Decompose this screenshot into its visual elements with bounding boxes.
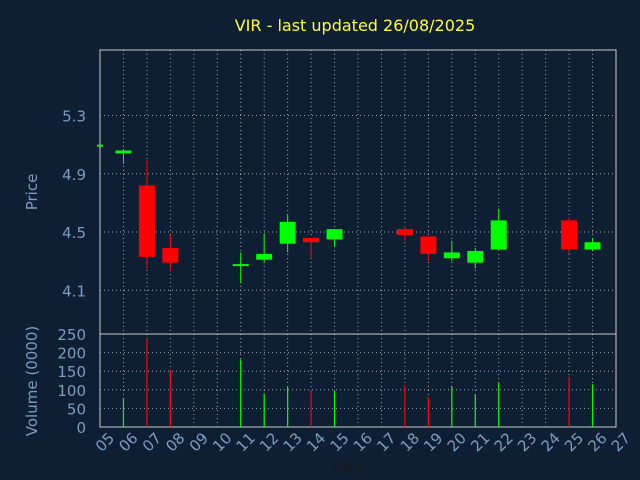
volume-tick-label: 50 xyxy=(67,400,86,418)
price-tick-label: 4.1 xyxy=(62,282,86,300)
candle-day-8 xyxy=(162,234,179,272)
candle-body xyxy=(490,220,507,250)
candle-body xyxy=(138,185,155,257)
candle-day-5 xyxy=(97,144,103,147)
candle-day-19 xyxy=(420,236,437,262)
candle-body xyxy=(467,250,484,263)
price-tick-label: 4.9 xyxy=(62,166,86,184)
x-axis-label: Day xyxy=(333,458,363,476)
candle-body xyxy=(97,144,103,147)
candle-day-18 xyxy=(396,226,413,241)
price-tick-label: 4.5 xyxy=(62,224,86,242)
candle-day-21 xyxy=(467,248,484,269)
candle-body xyxy=(279,221,296,244)
candle-day-22 xyxy=(490,208,507,250)
candle-body xyxy=(162,248,179,263)
candle-body xyxy=(232,264,249,267)
candle-day-14 xyxy=(303,237,320,259)
candle-day-20 xyxy=(443,240,460,262)
candle-body xyxy=(561,220,578,250)
price-axis-label: Price xyxy=(23,174,41,211)
candle-day-15 xyxy=(326,229,343,247)
candle-body xyxy=(303,237,320,243)
volume-tick-label: 150 xyxy=(57,363,86,381)
price-tick-label: 5.3 xyxy=(62,108,86,126)
candle-day-7 xyxy=(138,160,155,269)
candle-body xyxy=(396,229,413,235)
volume-tick-label: 100 xyxy=(57,382,86,400)
price-panel: 4.1 4.5 4.9 5.3 xyxy=(62,49,617,427)
candle-day-6 xyxy=(115,149,132,164)
candle-day-12 xyxy=(256,233,273,263)
candle-day-26 xyxy=(584,237,601,251)
candle-body xyxy=(326,229,343,240)
volume-tick-label: 200 xyxy=(57,345,86,363)
chart-title: VIR - last updated 26/08/2025 xyxy=(235,16,476,35)
volume-tick-label: 0 xyxy=(76,419,86,437)
candle-day-11 xyxy=(232,252,249,284)
candle-body xyxy=(420,236,437,254)
candle-day-25 xyxy=(561,217,578,254)
volume-tick-label: 250 xyxy=(57,326,86,344)
volume-plot-frame xyxy=(99,333,617,428)
candle-body xyxy=(256,253,273,260)
volume-axis-label: Volume (0000) xyxy=(23,326,41,436)
candle-body xyxy=(443,252,460,259)
candle-body xyxy=(584,242,601,250)
candle-body xyxy=(115,150,132,154)
candle-day-13 xyxy=(279,214,296,253)
